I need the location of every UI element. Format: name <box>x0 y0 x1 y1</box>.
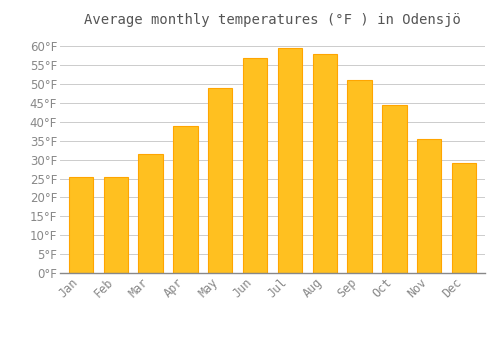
Bar <box>68 177 93 273</box>
Bar <box>348 80 372 273</box>
Bar <box>173 126 198 273</box>
Bar <box>382 105 406 273</box>
Bar <box>138 154 163 273</box>
Bar <box>452 163 476 273</box>
Title: Average monthly temperatures (°F ) in Odensjö: Average monthly temperatures (°F ) in Od… <box>84 13 461 27</box>
Bar <box>278 48 302 273</box>
Bar <box>417 139 442 273</box>
Bar <box>208 88 233 273</box>
Bar <box>243 58 268 273</box>
Bar <box>312 54 337 273</box>
Bar <box>104 177 128 273</box>
